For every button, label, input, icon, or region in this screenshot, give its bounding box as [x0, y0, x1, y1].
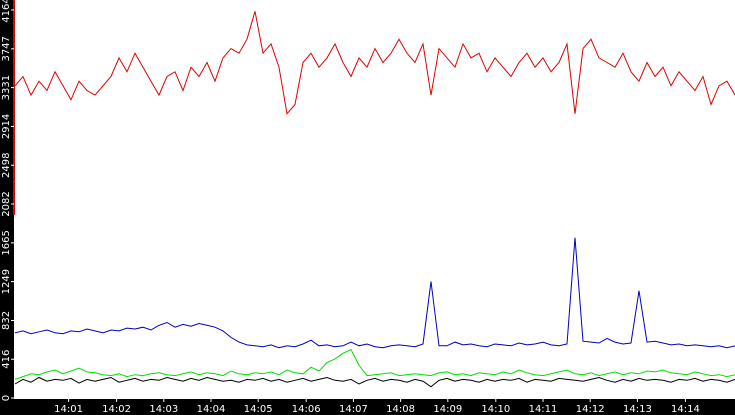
x-tick-label: 14:02: [102, 404, 131, 415]
x-tick-label: 14:13: [623, 404, 652, 415]
x-tick-label: 14:01: [54, 404, 83, 415]
x-tick-label: 14:10: [481, 404, 510, 415]
series-line: [14, 348, 735, 380]
x-tick-label: 14:11: [529, 404, 558, 415]
x-tick-label: 14:03: [149, 404, 178, 415]
series-line: [14, 376, 735, 388]
y-tick-label: 0: [1, 395, 12, 401]
y-tick-label: 3747: [1, 36, 12, 61]
y-tick-label: 1249: [1, 269, 12, 294]
x-axis-strip: [0, 399, 735, 415]
x-tick-label: 14:06: [292, 404, 321, 415]
y-tick-label: 1665: [1, 230, 12, 255]
y-tick-label: 2082: [1, 191, 12, 216]
x-tick-label: 14:09: [433, 404, 462, 415]
y-tick-label: 3331: [1, 75, 12, 100]
y-axis-strip: [0, 0, 14, 415]
x-tick-label: 14:05: [244, 404, 273, 415]
y-tick-label: 416: [1, 350, 12, 369]
x-tick-label: 14:08: [386, 404, 415, 415]
series-line: [14, 237, 735, 349]
y-tick-label: 832: [1, 311, 12, 330]
y-tick-label: 4164: [1, 0, 12, 23]
y-tick-label: 2914: [1, 114, 12, 139]
x-tick-label: 14:04: [197, 404, 226, 415]
x-tick-label: 14:14: [671, 404, 700, 415]
series-line: [14, 11, 735, 115]
y-tick-label: 2498: [1, 152, 12, 177]
x-tick-label: 14:07: [339, 404, 368, 415]
x-tick-label: 14:12: [576, 404, 605, 415]
